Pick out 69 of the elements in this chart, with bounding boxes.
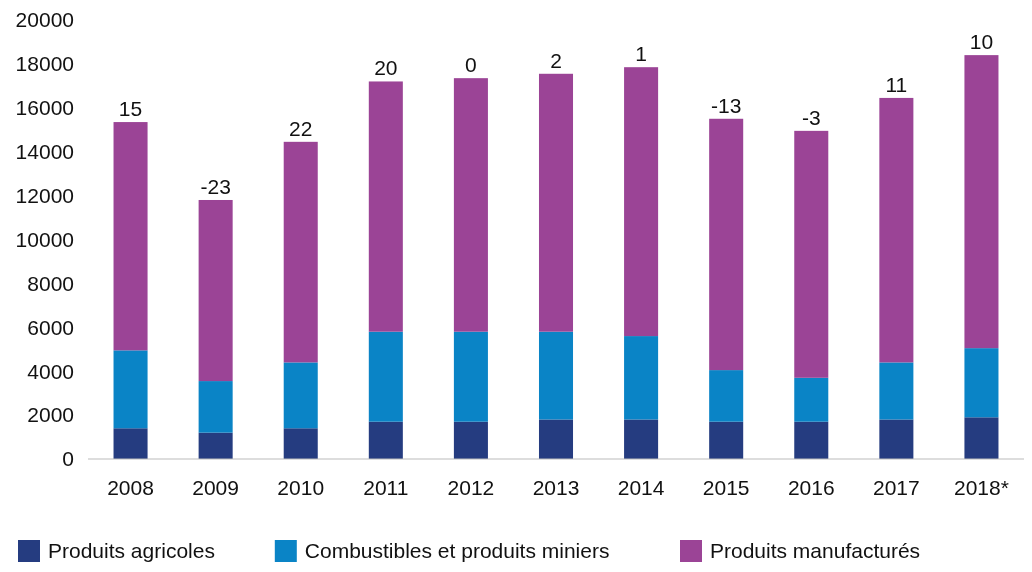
bar	[113, 350, 148, 429]
bar	[113, 428, 148, 459]
bar	[283, 428, 318, 459]
bar	[283, 362, 318, 429]
annotation: -3	[801, 105, 821, 129]
legend-label: Produits manufacturés	[710, 539, 921, 563]
annotation: 22	[289, 116, 313, 140]
annotation: 15	[118, 97, 143, 121]
bar	[453, 78, 488, 332]
bar	[538, 331, 574, 420]
bar	[709, 421, 744, 459]
bar	[624, 419, 659, 459]
annotation: -23	[200, 174, 231, 198]
bar	[794, 377, 829, 422]
bar	[198, 199, 233, 382]
bar	[794, 130, 829, 378]
bar	[624, 67, 659, 337]
x-tick-label: 2011	[363, 476, 409, 499]
bar	[368, 331, 403, 422]
bar	[709, 370, 744, 422]
bar	[879, 419, 914, 459]
annotation: 1	[635, 42, 647, 66]
bar	[453, 421, 488, 459]
legend-label: Produits agricoles	[48, 539, 215, 563]
bar	[198, 381, 233, 433]
y-tick-label: 8000	[27, 271, 74, 295]
y-tick-label: 4000	[27, 359, 74, 383]
bar	[113, 122, 148, 351]
x-tick-label: 2014	[617, 476, 665, 499]
bar	[538, 73, 574, 332]
y-tick-label: 16000	[15, 96, 74, 120]
legend-label: Combustibles et produits miniers	[304, 539, 610, 563]
y-tick-label: 2000	[27, 403, 74, 427]
x-tick-label: 2010	[277, 476, 325, 499]
bar	[624, 336, 659, 420]
annotation: 0	[465, 53, 477, 77]
bar	[709, 118, 744, 371]
x-tick-label: 2009	[192, 476, 239, 499]
bar	[283, 141, 318, 363]
bar	[964, 55, 999, 349]
bar	[368, 421, 403, 459]
annotation: 10	[969, 30, 994, 54]
x-tick-label: 2017	[873, 476, 920, 499]
bar	[964, 417, 999, 459]
bar	[964, 348, 999, 418]
bar	[198, 432, 233, 459]
y-tick-label: 18000	[15, 52, 74, 76]
bar	[879, 362, 914, 420]
y-tick-label: 20000	[15, 8, 74, 32]
bar	[794, 421, 829, 459]
annotation: -13	[711, 93, 742, 117]
bar	[453, 331, 488, 422]
x-tick-label: 2013	[532, 476, 580, 499]
bar	[368, 81, 403, 332]
x-tick-label: 2016	[787, 476, 835, 499]
bar	[538, 419, 574, 459]
annotation: 11	[885, 72, 908, 96]
y-tick-label: 10000	[15, 227, 74, 251]
y-tick-label: 14000	[15, 140, 74, 164]
x-tick-label: 2015	[702, 476, 750, 499]
bar	[879, 97, 914, 363]
x-tick-label: 2018*	[954, 476, 1009, 499]
y-tick-label: 12000	[15, 183, 74, 207]
annotation: 20	[374, 56, 398, 80]
y-tick-label: 6000	[27, 315, 74, 339]
x-tick-label: 2008	[107, 476, 154, 499]
annotation: 2	[550, 48, 562, 72]
x-tick-label: 2012	[447, 476, 495, 499]
y-tick-label: 0	[62, 447, 74, 471]
